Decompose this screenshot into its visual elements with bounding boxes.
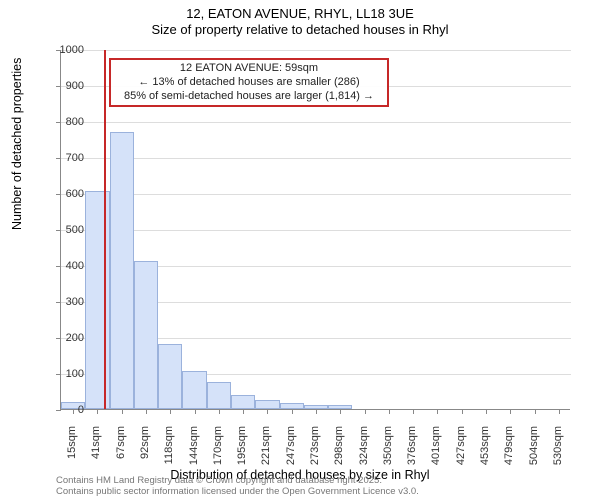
histogram-bar [231,395,255,409]
x-tick-label: 195sqm [236,426,248,471]
footer-attribution: Contains HM Land Registry data © Crown c… [56,476,419,498]
footer-line2: Contains public sector information licen… [56,487,419,498]
x-tick [292,409,293,414]
histogram-bar [110,132,134,409]
y-tick-label: 1000 [44,44,84,56]
histogram-bar [158,344,182,409]
x-tick-label: 453sqm [479,426,491,471]
x-tick-label: 144sqm [188,426,200,471]
histogram-bar [182,371,206,409]
grid-line [61,50,571,51]
y-tick-label: 300 [44,296,84,308]
histogram-bar [134,261,158,409]
x-tick [97,409,98,414]
annotation-box: 12 EATON AVENUE: 59sqm← 13% of detached … [109,58,389,107]
x-tick-label: 504sqm [528,426,540,471]
x-tick [267,409,268,414]
x-tick-label: 530sqm [552,426,564,471]
y-tick-label: 500 [44,224,84,236]
x-tick [146,409,147,414]
x-tick-label: 427sqm [455,426,467,471]
x-tick [535,409,536,414]
plot-region: 12 EATON AVENUE: 59sqm← 13% of detached … [60,50,570,410]
x-tick [462,409,463,414]
x-tick-label: 350sqm [382,426,394,471]
x-tick-label: 273sqm [309,426,321,471]
y-tick-label: 100 [44,368,84,380]
chart-area: 12 EATON AVENUE: 59sqm← 13% of detached … [60,50,570,410]
property-marker-line [104,50,106,409]
x-tick-label: 247sqm [285,426,297,471]
x-tick-label: 479sqm [503,426,515,471]
grid-line [61,230,571,231]
x-tick-label: 221sqm [260,426,272,471]
x-tick-label: 376sqm [406,426,418,471]
y-tick-label: 700 [44,152,84,164]
chart-title-block: 12, EATON AVENUE, RHYL, LL18 3UE Size of… [0,0,600,39]
x-tick [195,409,196,414]
y-tick-label: 200 [44,332,84,344]
x-tick [510,409,511,414]
x-tick-label: 15sqm [66,426,78,471]
x-tick-label: 170sqm [212,426,224,471]
grid-line [61,122,571,123]
x-tick [365,409,366,414]
y-tick-label: 800 [44,116,84,128]
x-tick [219,409,220,414]
x-tick-label: 324sqm [358,426,370,471]
histogram-bar [207,382,231,409]
y-axis-label: Number of detached properties [10,58,24,230]
x-tick [316,409,317,414]
x-tick [486,409,487,414]
x-tick-label: 401sqm [430,426,442,471]
x-tick [122,409,123,414]
annotation-line2: ← 13% of detached houses are smaller (28… [117,76,381,90]
x-tick [170,409,171,414]
x-tick-label: 41sqm [90,426,102,471]
x-tick [437,409,438,414]
grid-line [61,194,571,195]
x-tick [243,409,244,414]
annotation-line3: 85% of semi-detached houses are larger (… [117,90,381,104]
x-tick [559,409,560,414]
histogram-bar [255,400,279,409]
y-tick-label: 400 [44,260,84,272]
x-tick-label: 67sqm [115,426,127,471]
x-tick [413,409,414,414]
x-tick [340,409,341,414]
x-tick-label: 298sqm [333,426,345,471]
x-tick-label: 92sqm [139,426,151,471]
y-tick-label: 600 [44,188,84,200]
chart-title-desc: Size of property relative to detached ho… [0,22,600,38]
y-tick-label: 900 [44,80,84,92]
annotation-line1: 12 EATON AVENUE: 59sqm [117,62,381,76]
y-tick-label: 0 [44,404,84,416]
x-tick [389,409,390,414]
x-tick-label: 118sqm [163,426,175,471]
grid-line [61,158,571,159]
chart-title-address: 12, EATON AVENUE, RHYL, LL18 3UE [0,6,600,22]
